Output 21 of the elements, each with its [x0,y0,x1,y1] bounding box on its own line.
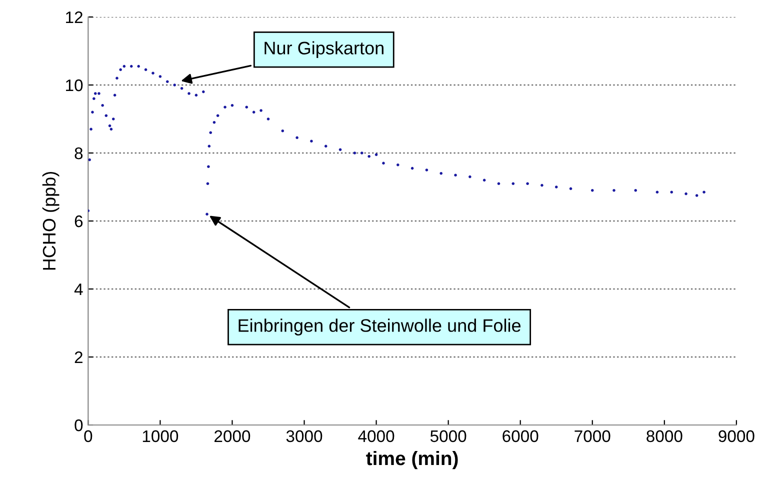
annotation: Nur Gipskarton [264,41,384,58]
x-tick-label: 9000 [718,430,754,442]
x-tick-label: 7000 [574,430,610,442]
x-tick-label: 2000 [214,430,250,442]
y-tick-label: 0 [74,419,83,432]
x-tick-label: 3000 [286,430,322,442]
y-tick-label: 10 [66,79,83,92]
y-tick-label: 8 [74,147,83,160]
x-tick-label: 1000 [142,430,178,442]
y-tick-label: 4 [74,284,83,296]
y-axis-title: HCHO (ppb) [42,172,60,270]
x-tick-label: 6000 [502,430,538,442]
x-tick-label: 8000 [646,430,682,442]
y-tick-label: 2 [74,351,82,364]
x-tick-label: 0 [84,430,92,442]
y-tick-label: 12 [66,11,82,24]
x-axis-title: time (min) [366,450,458,470]
x-tick-label: 5000 [430,430,466,442]
y-tick-label: 6 [74,215,83,228]
annotation: Einbringen der Steinwolle und Folie [238,318,521,336]
x-tick-label: 4000 [358,430,394,442]
